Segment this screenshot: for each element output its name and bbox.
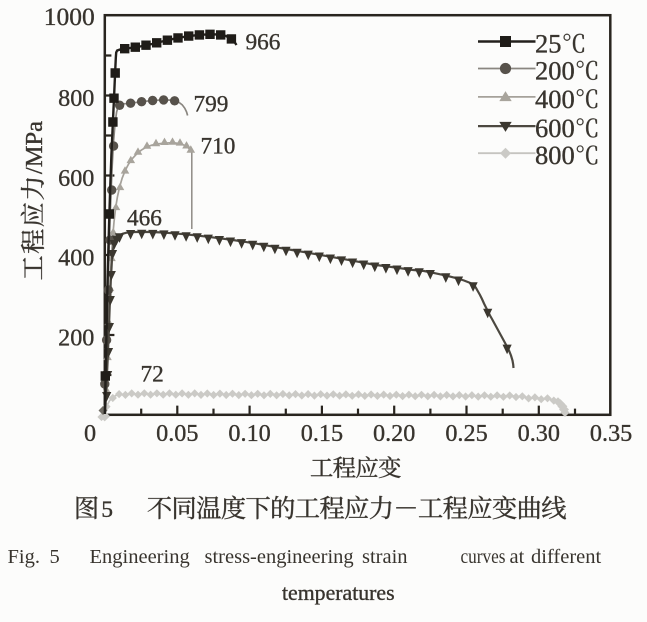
svg-text:5: 5 (101, 497, 113, 523)
svg-text:0.25: 0.25 (445, 420, 487, 447)
svg-text:0.20: 0.20 (373, 420, 415, 447)
svg-text:200: 200 (535, 56, 575, 86)
svg-text:72: 72 (141, 362, 164, 388)
svg-text:25: 25 (535, 29, 562, 59)
svg-text:800: 800 (58, 85, 94, 112)
svg-text:200: 200 (58, 325, 94, 352)
svg-text:799: 799 (194, 92, 229, 118)
svg-text:466: 466 (127, 206, 162, 232)
svg-text:710: 710 (201, 134, 236, 160)
svg-text:400: 400 (535, 84, 575, 114)
svg-text:0.10: 0.10 (228, 420, 270, 447)
svg-text:600: 600 (58, 165, 94, 192)
svg-text:1000: 1000 (44, 2, 95, 31)
svg-text:0.30: 0.30 (518, 420, 560, 447)
svg-text:temperatures: temperatures (282, 581, 395, 605)
svg-text:0.15: 0.15 (301, 420, 343, 447)
svg-text:0.05: 0.05 (156, 420, 198, 447)
svg-text:800: 800 (535, 140, 575, 170)
svg-text:600: 600 (535, 113, 575, 143)
svg-text:0.35: 0.35 (590, 420, 632, 447)
svg-text:400: 400 (58, 245, 94, 272)
svg-text:/MPa: /MPa (21, 121, 48, 174)
svg-text:966: 966 (246, 29, 281, 55)
svg-text:0: 0 (84, 420, 96, 447)
